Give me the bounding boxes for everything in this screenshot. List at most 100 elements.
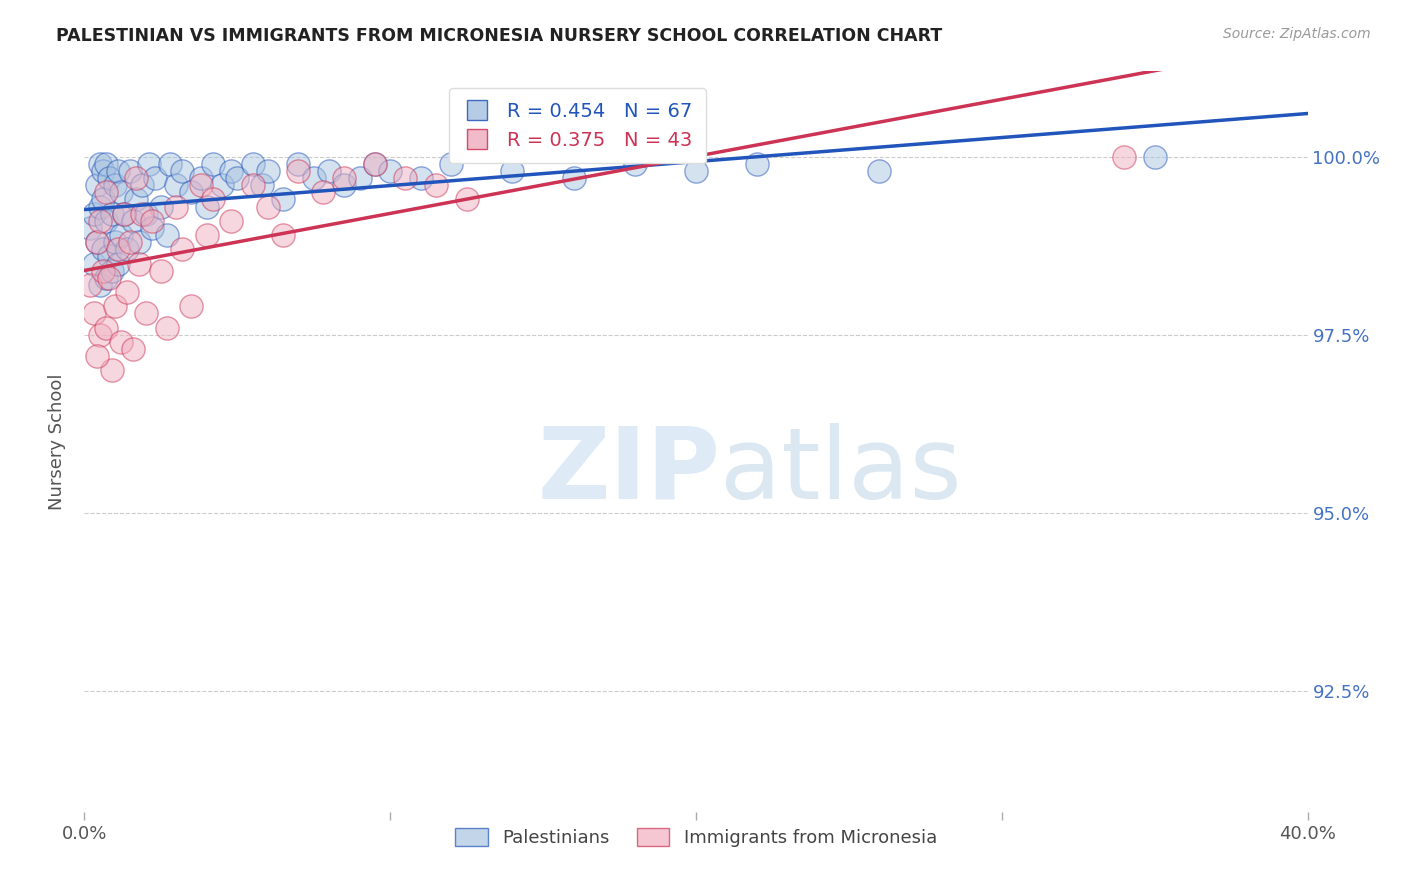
Point (110, 186, 132, 200)
Point (201, 157, 224, 171)
Point (271, 193, 294, 207)
Point (107, 164, 129, 178)
Point (89, 214, 111, 228)
Point (120, 164, 142, 178)
Point (89, 277, 111, 292)
Point (394, 171, 416, 186)
Point (242, 157, 264, 171)
Point (115, 243, 138, 257)
Point (180, 186, 202, 200)
Point (318, 164, 340, 178)
Point (91, 164, 114, 178)
Point (257, 200, 280, 214)
Point (86, 349, 108, 363)
Point (685, 164, 707, 178)
Point (89, 157, 111, 171)
Point (97, 249, 120, 263)
Point (141, 214, 163, 228)
Point (86, 235, 108, 250)
Point (83, 306, 105, 320)
Point (219, 214, 242, 228)
Point (257, 164, 280, 178)
Point (131, 178, 153, 193)
Point (624, 157, 647, 171)
Point (94, 320, 117, 334)
Point (165, 200, 187, 214)
Text: atlas: atlas (720, 423, 962, 520)
Point (110, 334, 132, 349)
Point (747, 157, 769, 171)
Point (83, 207, 105, 221)
Point (94, 157, 117, 171)
Point (94, 214, 117, 228)
Point (211, 178, 233, 193)
Point (190, 171, 212, 186)
Point (135, 306, 157, 320)
Point (165, 178, 187, 193)
Point (250, 178, 273, 193)
Point (107, 243, 129, 257)
Legend: Palestinians, Immigrants from Micronesia: Palestinians, Immigrants from Micronesia (449, 821, 943, 855)
Point (195, 228, 218, 243)
Point (94, 270, 117, 285)
Point (79, 277, 101, 292)
Point (101, 363, 124, 377)
Point (101, 207, 124, 221)
Point (1114, 150, 1136, 164)
Point (349, 171, 371, 186)
Point (287, 164, 309, 178)
Point (94, 186, 117, 200)
Point (201, 193, 224, 207)
Point (141, 221, 163, 235)
Point (135, 207, 157, 221)
Point (122, 214, 145, 228)
Point (97, 171, 120, 186)
Point (869, 164, 891, 178)
Point (97, 270, 120, 285)
Point (128, 256, 150, 270)
Point (149, 200, 172, 214)
Point (425, 178, 447, 193)
Point (219, 164, 242, 178)
Point (131, 207, 153, 221)
Point (180, 299, 202, 313)
Point (125, 171, 148, 186)
Point (91, 263, 114, 277)
Point (172, 164, 194, 178)
Point (562, 171, 585, 186)
Point (89, 327, 111, 342)
Point (138, 157, 160, 171)
Point (312, 186, 335, 200)
Point (110, 228, 132, 243)
Point (287, 157, 309, 171)
Y-axis label: Nursery School: Nursery School (48, 373, 66, 510)
Point (364, 157, 387, 171)
Point (156, 320, 179, 334)
Point (302, 171, 325, 186)
Point (120, 235, 142, 250)
Point (440, 157, 463, 171)
Text: Source: ZipAtlas.com: Source: ZipAtlas.com (1223, 27, 1371, 41)
Point (502, 164, 524, 178)
Point (91, 193, 114, 207)
Point (107, 256, 129, 270)
Point (149, 263, 172, 277)
Point (101, 263, 124, 277)
Text: ZIP: ZIP (537, 423, 720, 520)
Point (83, 256, 105, 270)
Point (271, 228, 294, 243)
Point (79, 221, 101, 235)
Point (156, 228, 179, 243)
Point (104, 235, 127, 250)
Point (333, 171, 356, 186)
Point (190, 178, 212, 193)
Point (456, 193, 478, 207)
Point (122, 342, 145, 356)
Point (112, 207, 135, 221)
Point (89, 200, 111, 214)
Point (104, 299, 127, 313)
Point (1143, 150, 1166, 164)
Point (226, 171, 249, 186)
Point (333, 178, 356, 193)
Point (409, 171, 432, 186)
